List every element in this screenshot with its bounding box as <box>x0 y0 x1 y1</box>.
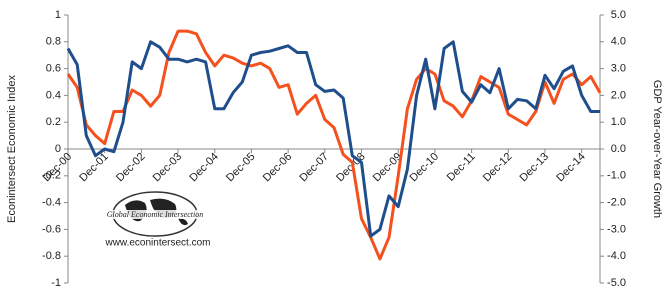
y2-tick-label: -1.0 <box>607 170 626 182</box>
series-line <box>66 29 602 261</box>
y-tick-label: 0 <box>55 143 61 155</box>
x-tick-label: Dec-05 <box>224 151 258 185</box>
y-tick-label: -0.2 <box>42 170 61 182</box>
y2-tick-label: 1.0 <box>611 116 626 128</box>
y-tick-label: 1 <box>55 9 61 21</box>
x-tick-label: Dec-06 <box>261 151 295 185</box>
y-tick-label: -1 <box>51 277 61 289</box>
y2-axis-label: GDP Year-over-Year Growth <box>651 80 663 218</box>
logo: Global Economic Intersection www.econint… <box>100 191 211 249</box>
y2-tick-label: 3.0 <box>611 63 626 75</box>
logo-url: www.econintersect.com <box>104 238 210 249</box>
x-tick-label: Dec-02 <box>114 151 148 185</box>
y2-tick-label: -3.0 <box>607 223 626 235</box>
y2-tick-label: 0.0 <box>611 143 626 155</box>
y-axis-label: Econintersect Economic Index <box>6 75 18 223</box>
y2-tick-label: -5.0 <box>607 277 626 289</box>
y2-tick-label: -2.0 <box>607 197 626 209</box>
y-tick-label: -0.4 <box>42 197 61 209</box>
x-tick-label: Dec-14 <box>554 151 588 185</box>
x-tick-label: Dec-11 <box>445 151 478 184</box>
y2-tick-label: 4.0 <box>611 36 626 48</box>
x-tick-label: Dec-07 <box>297 151 331 185</box>
y2-tick-label: -4.0 <box>607 250 626 262</box>
x-tick-label: Dec-10 <box>408 151 442 185</box>
x-tick-label: Dec-13 <box>518 151 552 185</box>
x-tick-label: Dec-12 <box>481 151 515 185</box>
y-tick-label: -0.8 <box>42 250 61 262</box>
series-line <box>66 40 600 238</box>
x-tick-label: Dec-04 <box>187 151 221 185</box>
y-tick-label: 0.6 <box>46 63 61 75</box>
logo-band <box>100 210 210 219</box>
x-tick-label: Dec-03 <box>151 151 185 185</box>
logo-text: Global Economic Intersection <box>107 210 203 219</box>
y-tick-label: -0.6 <box>42 223 61 235</box>
y2-tick-label: 5.0 <box>611 9 626 21</box>
y-tick-label: 0.8 <box>46 36 61 48</box>
y-tick-label: 0.2 <box>46 116 61 128</box>
y2-tick-label: 2.0 <box>611 89 626 101</box>
y-tick-label: 0.4 <box>46 89 61 101</box>
